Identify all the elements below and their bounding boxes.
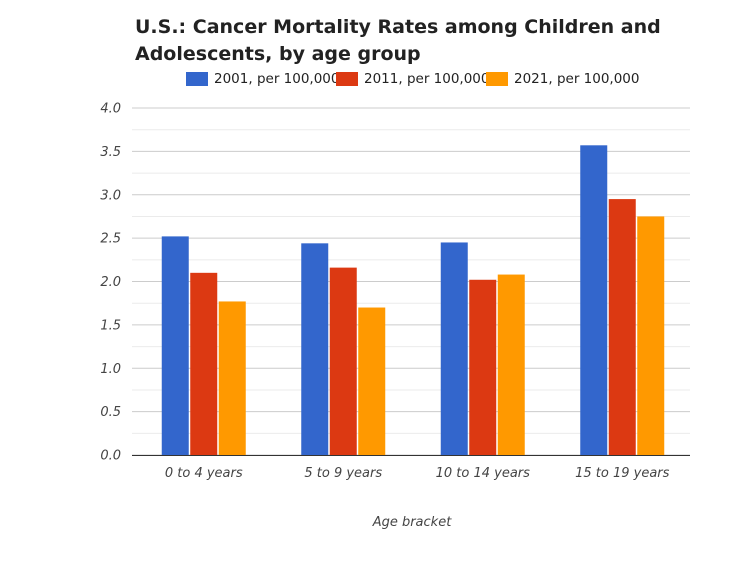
bar-3-4 <box>637 216 665 455</box>
bar-2-1 <box>190 272 218 455</box>
bar-2-4 <box>608 199 636 455</box>
bar-3-2 <box>358 307 386 455</box>
bar-2-2 <box>329 267 357 455</box>
bar-1-2 <box>301 243 329 455</box>
bar-2-3 <box>469 279 497 455</box>
legend-label: 2021, per 100,000 <box>514 71 640 87</box>
x-tick-label: 10 to 14 years <box>436 466 531 481</box>
bar-1-1 <box>161 236 189 455</box>
legend-item-2001: 2001, per 100,000 <box>186 71 339 87</box>
x-axis-title: Age bracket <box>372 515 453 530</box>
y-tick-label: 2.5 <box>100 232 121 247</box>
x-tick-label: 0 to 4 years <box>165 466 243 481</box>
y-tick-label: 0.0 <box>100 449 121 464</box>
y-tick-label: 3.0 <box>100 188 121 203</box>
legend-swatch <box>186 72 208 86</box>
bar-1-3 <box>440 242 468 455</box>
legend-swatch <box>486 72 508 86</box>
bar-1-4 <box>580 145 608 456</box>
legend-label: 2011, per 100,000 <box>364 71 490 87</box>
y-tick-label: 4.0 <box>100 102 121 117</box>
chart-title: U.S.: Cancer Mortality Rates among Child… <box>135 16 661 65</box>
y-tick-label: 3.5 <box>100 145 121 160</box>
legend-item-2011: 2011, per 100,000 <box>336 71 489 87</box>
y-tick-label: 1.0 <box>100 362 121 377</box>
legend-swatch <box>336 72 358 86</box>
x-tick-label: 5 to 9 years <box>304 466 382 481</box>
y-tick-label: 2.0 <box>100 275 121 290</box>
y-tick-label: 0.5 <box>100 405 121 420</box>
bar-3-1 <box>218 301 246 455</box>
legend-item-2021: 2021, per 100,000 <box>486 71 639 87</box>
bar-3-3 <box>497 274 525 455</box>
x-tick-label: 15 to 19 years <box>575 466 670 481</box>
y-tick-label: 1.5 <box>100 318 121 333</box>
legend-label: 2001, per 100,000 <box>214 71 340 87</box>
